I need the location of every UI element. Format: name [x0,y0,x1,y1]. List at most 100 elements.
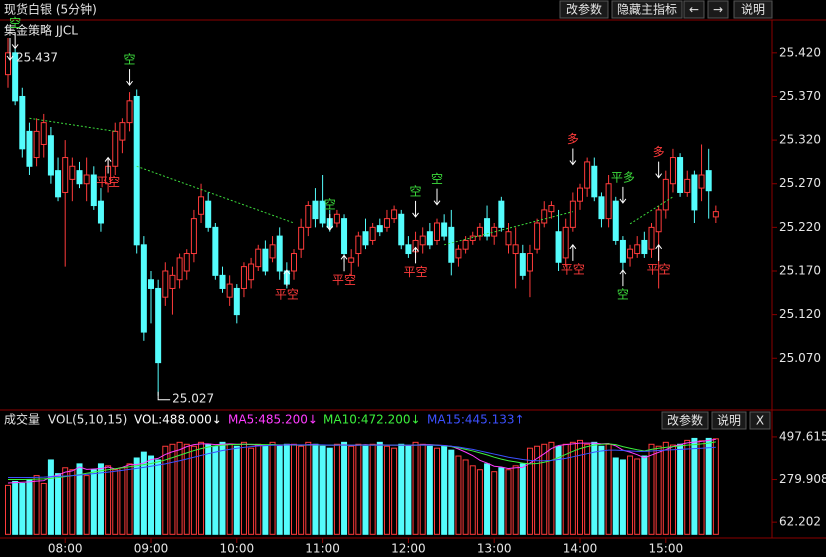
candle-body [598,196,605,220]
candle-body [405,244,412,255]
candle-body [5,52,11,76]
candle-body [441,222,448,237]
volume-bar [283,443,290,535]
candle-body [291,253,297,272]
max-pointer [6,38,14,61]
button[interactable]: 隐藏主指标 [611,0,683,19]
candle-body [348,257,355,263]
candle-body [612,200,619,241]
candle-body [176,257,183,281]
volume-bar [305,441,312,535]
volume-bar [269,441,276,535]
volume-bar [412,441,419,535]
signal-label: 空 [617,288,629,302]
volume-bar [498,467,505,535]
candle-body [619,239,626,263]
legend-entry: MA15:445.133↑ [427,413,525,427]
button[interactable]: ← [683,0,705,19]
button-frame [733,0,773,19]
candle-body [19,95,26,150]
button-frame [707,0,729,19]
volume-bar [212,445,219,535]
candle-body [262,248,269,272]
button-frame [611,0,683,19]
x-tick-label: 10:00 [220,542,255,556]
candle-body [648,226,655,250]
volume-bar [162,445,169,535]
button[interactable]: 说明 [733,0,773,19]
y-tick-label: 25.170 [779,263,821,277]
volume-bar [677,443,684,535]
signal-line [136,165,295,224]
candle-body [55,170,62,198]
signal-arrow [619,269,627,287]
button-label: 说明 [717,413,741,428]
signal-arrow [283,269,291,287]
signal-arrow [412,200,419,218]
volume-bar [291,443,297,535]
volume-bar [276,445,283,535]
candle-body [491,226,498,237]
candle-body [662,178,669,211]
candle-body [198,196,205,215]
signal-label: 平空 [561,262,585,276]
volume-bar [591,441,598,535]
volume-bar [140,451,147,535]
button-label: X [756,414,764,428]
x-tick-label: 12:00 [391,542,426,556]
x-tick-label: 08:00 [48,542,83,556]
button[interactable]: 改参数 [661,411,709,430]
volume-title: 成交量 [4,412,40,427]
y-tick-label: 279.908 [779,472,826,486]
signal-label: 空 [431,172,443,186]
volume-bar [355,443,362,535]
volume-bar [612,457,619,535]
volume-bar [627,455,634,535]
button-frame [559,0,609,19]
volume-bar [133,457,140,535]
volume-subtitle: VOL(5,10,15) [48,413,127,427]
volume-bar [97,463,104,535]
volume-bar [619,459,626,535]
button[interactable]: 说明 [711,411,747,430]
volume-bar [419,443,426,535]
candle-body [641,239,648,255]
volume-bar [705,437,712,535]
button-label: 改参数 [667,413,703,428]
volume-bar [555,445,562,535]
x-tick-label: 09:00 [134,542,169,556]
candle-body [33,130,40,159]
candle-body [526,253,533,272]
volume-bar [391,447,398,535]
volume-bar [569,441,576,535]
y-tick-label: 497.615 [779,429,826,443]
button[interactable]: X [749,411,771,430]
candle-body [40,122,47,145]
signal-label: 平空 [404,265,428,279]
candle-body [47,135,54,176]
candle-body [269,244,276,259]
volume-bar [691,437,698,535]
volume-bar [40,482,47,535]
candle-body [627,248,634,259]
candle-body [26,130,33,167]
volume-bar [341,441,348,535]
button[interactable]: 改参数 [559,0,609,19]
candle-body [398,213,405,246]
candle-body [419,235,426,246]
button[interactable]: → [707,0,729,19]
signal-label: 空 [410,184,422,198]
volume-bar [69,469,76,535]
volume-bar [26,479,33,535]
volume-bar [526,447,533,535]
volume-bar [219,441,226,535]
candle-body [219,274,226,289]
volume-bar [255,443,262,535]
button-frame [711,411,747,430]
candle-body [677,157,684,193]
volume-bar [233,445,240,535]
min-pointer [157,391,171,401]
signal-arrow [655,161,663,179]
volume-bar [476,469,483,535]
candle-body [333,213,340,224]
